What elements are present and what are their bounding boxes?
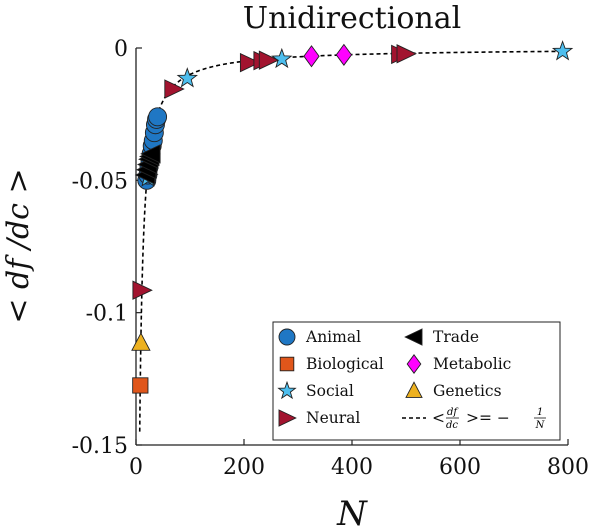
data-markers — [131, 40, 574, 394]
x-tick-label: 800 — [547, 455, 589, 480]
point-metabolic — [303, 45, 320, 68]
legend-label-genetics: Genetics — [433, 382, 502, 400]
legend-label-trade: Trade — [433, 328, 479, 346]
legend-swatch-neural — [278, 409, 297, 427]
point-social — [551, 40, 574, 61]
x-tick-label: 200 — [223, 455, 265, 480]
legend-curve-prefix: < — [432, 409, 445, 427]
x-tick-label: 600 — [439, 455, 481, 480]
point-trade — [140, 144, 161, 164]
legend-swatch-metabolic — [406, 354, 422, 374]
legend-swatch-social — [277, 380, 297, 400]
x-tick-label: 400 — [331, 455, 373, 480]
y-axis-label: < df /dc > — [1, 168, 36, 323]
legend-items: Animal Biological Social Neural Trade Metabol… — [277, 328, 511, 427]
point-neural — [396, 44, 417, 64]
legend-swatch-genetics — [405, 381, 423, 398]
chart-title: Unidirectional — [243, 1, 461, 36]
legend-frac2-num: 1 — [537, 407, 543, 418]
point-biological — [132, 377, 149, 394]
legend-frac1-num: df — [447, 407, 459, 418]
legend-swatch-animal — [278, 328, 296, 346]
legend-swatch-biological — [279, 356, 295, 372]
point-genetics — [131, 332, 151, 351]
y-tick-label: -0.1 — [86, 302, 128, 327]
y-tick-label: -0.05 — [72, 169, 128, 194]
legend: Animal Biological Social Neural Trade Metabol… — [272, 321, 561, 441]
legend-label-animal: Animal — [305, 328, 361, 346]
legend-frac2-den: N — [535, 420, 546, 431]
point-neural — [258, 50, 280, 70]
point-animal — [148, 107, 168, 127]
y-ticks: 0 -0.05 -0.1 -0.15 — [72, 37, 142, 459]
legend-frac1-den: dc — [446, 420, 458, 431]
point-social — [271, 47, 293, 69]
x-ticks: 0 200 400 600 800 — [129, 439, 589, 480]
y-tick-label: 0 — [114, 37, 128, 62]
x-tick-label: 0 — [129, 455, 143, 480]
legend-label-neural: Neural — [306, 409, 360, 427]
point-neural — [239, 52, 261, 73]
legend-swatch-trade — [404, 328, 423, 346]
point-neural — [132, 280, 153, 300]
legend-label-metabolic: Metabolic — [433, 355, 511, 373]
point-metabolic — [335, 43, 353, 66]
legend-curve-entry: < df dc >= − 1 N — [402, 407, 546, 431]
legend-curve-mid: >= − — [466, 409, 510, 427]
point-social — [176, 67, 198, 88]
legend-label-biological: Biological — [306, 355, 384, 373]
point-neural — [164, 79, 185, 99]
y-tick-label: -0.15 — [72, 434, 128, 459]
legend-label-social: Social — [306, 382, 354, 400]
x-axis-label: N — [336, 494, 368, 531]
